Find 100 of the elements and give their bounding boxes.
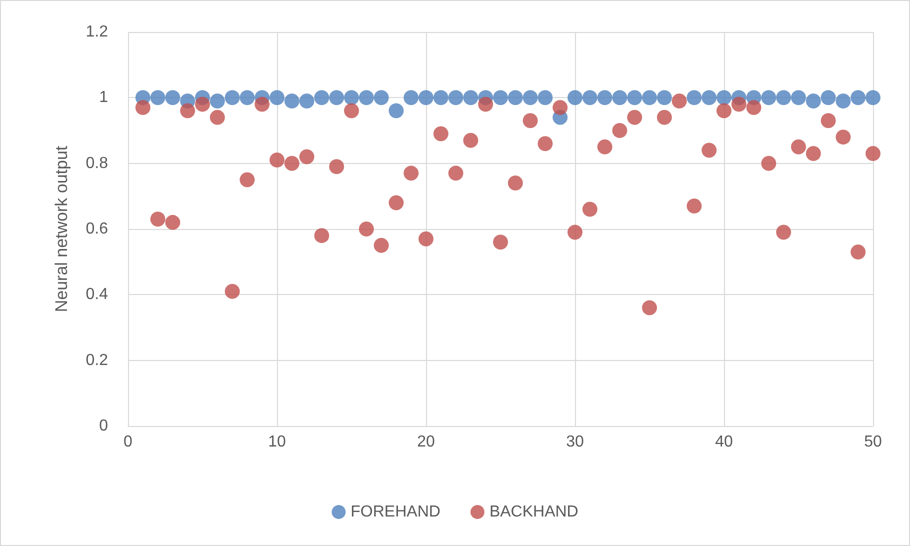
x-tick-label: 40 [715, 434, 733, 450]
point [850, 90, 866, 106]
point [642, 300, 657, 316]
point [195, 96, 210, 112]
point [165, 90, 180, 106]
point [836, 93, 851, 108]
point [538, 90, 553, 106]
y-tick-label: 1 [99, 89, 108, 106]
point [165, 214, 180, 230]
point [240, 172, 255, 188]
point [433, 90, 448, 106]
point [344, 90, 359, 106]
point [582, 90, 598, 106]
point [686, 90, 702, 106]
point [404, 90, 419, 106]
y-tick-label: 0.4 [86, 286, 108, 304]
point [240, 90, 255, 106]
point [224, 284, 240, 299]
point [314, 90, 330, 106]
point [374, 238, 389, 253]
y-tick-label: 0.6 [86, 220, 108, 238]
point [612, 123, 628, 138]
point [672, 93, 687, 108]
legend-label: BACKHAND [489, 504, 578, 520]
point [642, 90, 657, 106]
point [180, 103, 196, 118]
point [508, 176, 523, 191]
point [522, 90, 538, 106]
point [210, 110, 225, 125]
point [806, 146, 821, 161]
point [270, 152, 284, 168]
point [284, 93, 300, 108]
point [761, 156, 776, 171]
point [776, 224, 792, 240]
point [388, 195, 404, 210]
point [716, 90, 732, 106]
point [791, 90, 806, 106]
point [702, 142, 717, 158]
point [404, 166, 419, 181]
legend-label: FOREHAND [350, 504, 440, 520]
y-tick-label: 1.2 [86, 24, 108, 40]
point [656, 110, 672, 125]
point [627, 90, 642, 106]
point [463, 90, 478, 106]
point [150, 212, 166, 227]
point [746, 100, 762, 116]
point [866, 90, 880, 106]
point [299, 93, 314, 108]
x-tick-label: 20 [417, 434, 435, 450]
point [374, 90, 389, 106]
point [210, 93, 225, 108]
point [836, 130, 851, 145]
point [522, 113, 538, 128]
point [448, 90, 464, 106]
point [299, 149, 314, 164]
point [270, 90, 284, 106]
point [358, 222, 374, 236]
x-tick-label: 30 [566, 434, 584, 450]
point [612, 90, 628, 106]
point [463, 132, 478, 148]
point [702, 90, 717, 106]
point [478, 96, 494, 112]
point [329, 90, 344, 106]
point [493, 90, 508, 106]
point [791, 139, 806, 154]
x-tick-label: 50 [864, 434, 882, 450]
point [656, 90, 672, 106]
point [448, 166, 464, 181]
point [358, 90, 374, 106]
y-tick-label: 0.2 [86, 352, 108, 369]
x-tick-label: 10 [268, 434, 286, 450]
point [850, 244, 866, 260]
point [135, 100, 150, 116]
point [388, 103, 404, 118]
x-tick-label: 0 [124, 434, 133, 450]
point [761, 90, 776, 106]
point [866, 146, 880, 161]
point [493, 234, 508, 250]
point [582, 202, 598, 217]
point [418, 231, 434, 246]
point [568, 90, 582, 106]
y-tick-label: 0 [99, 418, 108, 434]
point [552, 100, 568, 116]
point [344, 103, 359, 118]
point [568, 224, 582, 240]
point [597, 139, 612, 154]
point [508, 90, 523, 106]
point [597, 90, 612, 106]
point [224, 90, 240, 106]
point [716, 103, 732, 118]
point [820, 90, 836, 106]
point [433, 126, 448, 142]
point [806, 93, 821, 108]
point [418, 90, 434, 106]
point [820, 113, 836, 128]
point [329, 159, 344, 174]
point [314, 228, 330, 244]
point [284, 156, 300, 171]
point [776, 90, 792, 106]
y-tick-label: 0.8 [86, 154, 108, 172]
